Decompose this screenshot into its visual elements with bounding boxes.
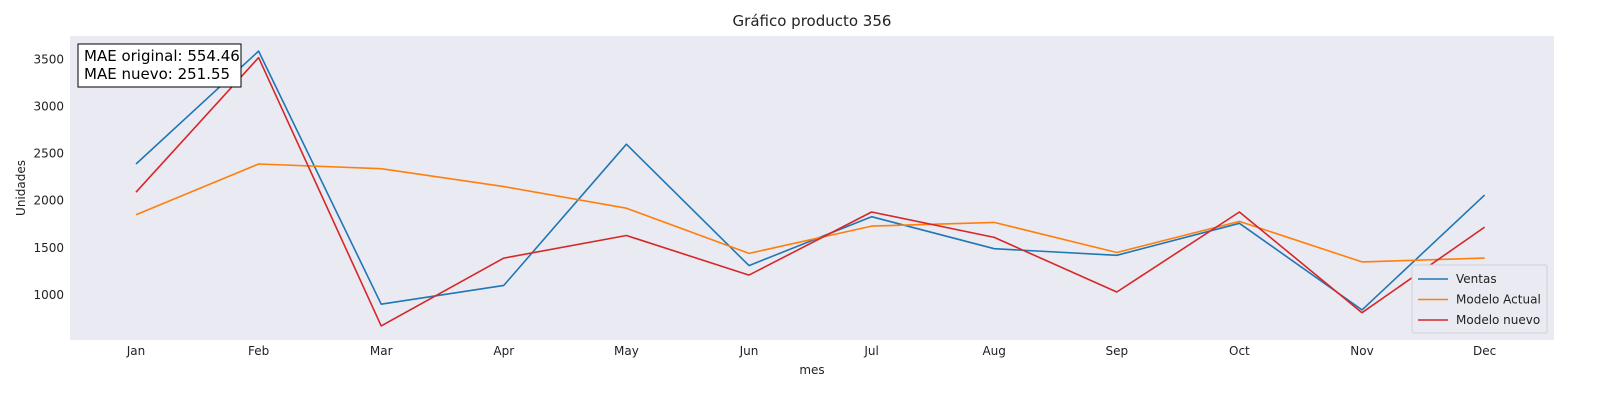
y-tick-label-1000: 1000 [33,288,64,302]
plot-background [70,36,1554,340]
y-tick-label-2000: 2000 [33,194,64,208]
x-axis-label: mes [799,363,824,377]
x-tick-label-dec: Dec [1473,344,1496,358]
annotation-frame [77,43,242,88]
y-tick-label-1500: 1500 [33,241,64,255]
x-tick-label-jun: Jun [739,344,759,358]
series-line-modelo-nuevo [135,56,1486,327]
legend-label-ventas: Ventas [1456,272,1497,286]
y-tick-label-3000: 3000 [33,100,64,114]
legend-frame [1411,264,1548,334]
x-axis: Jan Feb Mar Apr May Jun Jul Aug Sep Oct Nov Dec [126,344,1496,358]
x-tick-label-apr: Apr [493,344,514,358]
y-tick-label-2500: 2500 [33,147,64,161]
y-axis-label: Unidades [14,160,28,216]
x-tick-label-aug: Aug [982,344,1005,358]
legend: Ventas Modelo Actual Modelo nuevo [1411,264,1548,334]
legend-label-modelo-actual: Modelo Actual [1456,293,1541,307]
x-tick-label-mar: Mar [370,344,393,358]
x-tick-label-jul: Jul [863,344,878,358]
x-tick-label-nov: Nov [1350,344,1373,358]
series-line-ventas [135,50,1486,311]
x-tick-label-jan: Jan [126,344,146,358]
annotation-mae-nuevo: MAE nuevo: 251.55 [84,65,230,83]
x-tick-label-feb: Feb [248,344,269,358]
y-tick-label-3500: 3500 [33,53,64,67]
series-layer [135,50,1486,327]
x-tick-label-oct: Oct [1229,344,1250,358]
legend-label-modelo-nuevo: Modelo nuevo [1456,313,1540,327]
x-tick-label-may: May [614,344,639,358]
y-axis: 1000 1500 2000 2500 3000 3500 [33,53,64,302]
annotation-mae-original: MAE original: 554.46 [84,47,240,65]
x-tick-label-sep: Sep [1105,344,1128,358]
chart-title: Gráfico producto 356 [733,12,892,30]
annotation-box: MAE original: 554.46 MAE nuevo: 251.55 [77,43,242,88]
